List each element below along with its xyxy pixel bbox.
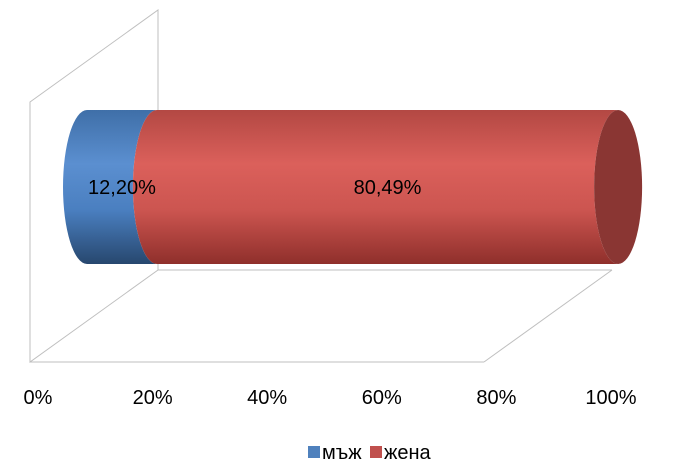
bar-segment-male: [63, 110, 157, 264]
legend: мъж жена: [308, 442, 432, 464]
bars-group: [63, 110, 643, 264]
data-label-male: 12,20%: [88, 177, 156, 199]
x-tick-label: 80%: [476, 387, 516, 409]
legend-label-male: мъж: [322, 442, 362, 464]
x-tick-label: 0%: [24, 387, 53, 409]
data-label-female: 80,49%: [354, 177, 422, 199]
x-tick-labels: 0% 20% 40% 60% 80% 100%: [24, 387, 637, 409]
x-tick-label: 60%: [362, 387, 402, 409]
legend-label-female: жена: [384, 442, 432, 464]
x-tick-label: 40%: [247, 387, 287, 409]
x-tick-label: 100%: [585, 387, 636, 409]
plot-frame: [29, 9, 613, 363]
bar-end-cap: [594, 110, 643, 264]
legend-swatch-male: [308, 446, 320, 458]
data-labels-group: 12,20% 80,49%: [88, 177, 422, 199]
x-tick-label: 20%: [133, 387, 173, 409]
bar-segment-female: [132, 110, 619, 264]
floor-right-edge: [483, 269, 613, 363]
legend-swatch-female: [370, 446, 382, 458]
